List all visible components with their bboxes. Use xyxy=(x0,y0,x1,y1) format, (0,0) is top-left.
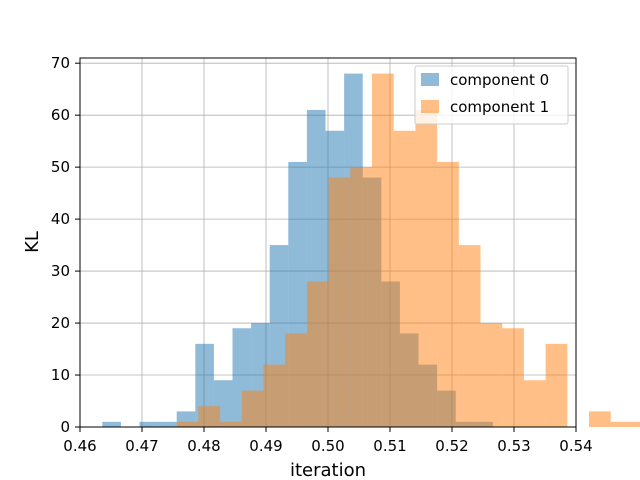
histogram-bar xyxy=(632,421,640,427)
y-tick-label: 70 xyxy=(51,54,70,72)
x-axis-label: iteration xyxy=(290,460,366,480)
histogram-bar xyxy=(285,333,307,427)
legend-swatch-component-1 xyxy=(421,100,439,113)
histogram-bar xyxy=(610,421,633,427)
histogram-bar xyxy=(372,73,394,427)
histogram-bar xyxy=(220,421,242,427)
legend-label-component-1: component 1 xyxy=(450,98,549,116)
y-axis-ticks: 0 10 20 30 40 50 60 70 xyxy=(51,54,80,436)
y-tick-label: 50 xyxy=(51,158,70,176)
histogram-bar xyxy=(393,130,416,427)
y-tick-label: 60 xyxy=(51,106,70,124)
histogram-bar xyxy=(306,281,329,427)
histogram-bar xyxy=(502,328,524,427)
x-tick-label: 0.52 xyxy=(435,437,468,455)
histogram-bar xyxy=(176,421,199,427)
x-tick-label: 0.49 xyxy=(249,437,282,455)
histogram-bar xyxy=(139,421,159,427)
histogram-bar xyxy=(241,390,264,427)
legend-box xyxy=(414,65,569,125)
histogram-bar xyxy=(437,161,459,427)
x-axis-ticks: 0.46 0.47 0.48 0.49 0.50 0.51 0.52 0.53 0.54 xyxy=(63,427,593,455)
histogram-bar xyxy=(523,380,546,427)
legend-label-component-0: component 0 xyxy=(450,71,549,89)
y-tick-label: 30 xyxy=(51,262,70,280)
y-tick-label: 20 xyxy=(51,314,70,332)
histogram-bar xyxy=(545,343,568,427)
histogram-bar xyxy=(480,323,503,427)
x-tick-label: 0.51 xyxy=(373,437,406,455)
bars xyxy=(102,73,640,427)
x-tick-label: 0.53 xyxy=(497,437,530,455)
histogram-bar xyxy=(263,364,286,427)
x-tick-label: 0.48 xyxy=(187,437,220,455)
histogram-bar xyxy=(350,167,373,427)
histogram-bar xyxy=(328,177,351,427)
histogram-bar xyxy=(102,421,121,427)
y-tick-label: 10 xyxy=(51,366,70,384)
histogram-bar xyxy=(589,411,611,427)
y-axis-label: KL xyxy=(22,231,43,253)
histogram-bar xyxy=(198,406,221,427)
y-tick-label: 40 xyxy=(51,210,70,228)
histogram-bar xyxy=(458,245,481,427)
histogram-bar xyxy=(158,421,177,427)
x-tick-label: 0.46 xyxy=(63,437,96,455)
series-component-1 xyxy=(176,73,640,427)
x-tick-label: 0.50 xyxy=(311,437,344,455)
histogram-bar xyxy=(415,109,438,427)
legend: component 0 component 1 xyxy=(414,65,569,125)
x-tick-label: 0.47 xyxy=(125,437,158,455)
y-tick-label: 0 xyxy=(60,418,70,436)
x-tick-label: 0.54 xyxy=(559,437,592,455)
legend-swatch-component-0 xyxy=(421,73,439,86)
